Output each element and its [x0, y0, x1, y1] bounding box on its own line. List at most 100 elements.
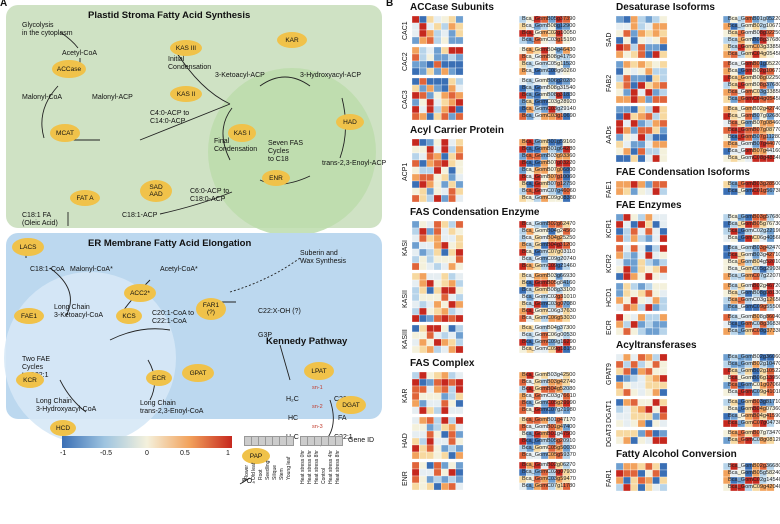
heatmap-cell — [448, 314, 456, 323]
heatmap-cell — [645, 476, 653, 485]
heatmap-gene-id: Bca_GomC07g03110 — [522, 249, 576, 255]
heatmap-group-label: FAR1 — [606, 469, 613, 487]
heatmap-cell — [615, 429, 624, 438]
heatmap-section-title: FAS Condensation Enzyme — [410, 207, 540, 218]
heatmap-gene-id: Bca_GomC03g33850 — [728, 89, 780, 95]
metabolite-sn3: sn-3 — [312, 424, 323, 430]
heatmap-gene-id: Bca_GomB08g12900 — [522, 23, 576, 29]
heatmap-cell — [419, 187, 427, 196]
heatmap-cell — [615, 258, 624, 267]
enzyme-kas1: KAS I — [228, 124, 256, 142]
heatmap-cell — [659, 469, 668, 478]
heatmap-gene-id: Bca_GomC07g21980 — [522, 407, 576, 413]
enzyme-kas2: KAS II — [170, 86, 202, 102]
heatmap-cell — [426, 272, 435, 281]
heatmap-gene-id: Bca_GomC03g10690 — [522, 113, 576, 119]
legend-treatment-label: Heat stress 4hr — [328, 450, 334, 484]
heatmap-cell — [630, 81, 639, 90]
heatmap-gene-id: Bca_GomC03g07080 — [522, 301, 576, 307]
heatmap-cell — [659, 60, 668, 69]
heatmap-cell — [433, 36, 442, 45]
heatmap-cell — [645, 36, 653, 45]
heatmap-cell — [419, 262, 427, 271]
heatmap-cell — [411, 300, 420, 309]
heatmap-cell — [637, 133, 646, 142]
heatmap-cell — [448, 91, 456, 100]
heatmap-cell — [766, 154, 775, 163]
heatmap-group-label: CAC3 — [402, 90, 409, 109]
heatmap-cell — [623, 133, 631, 142]
enzyme-dgat: DGAT — [336, 396, 366, 414]
heatmap-cell — [426, 53, 435, 62]
heatmap-gene-id: Bca_GomC05g29930 — [728, 266, 780, 272]
heatmap-cell — [652, 462, 660, 471]
heatmap-cell — [419, 194, 427, 203]
heatmap-cell — [448, 345, 456, 354]
heatmap-cell — [659, 251, 668, 260]
heatmap-cell — [419, 84, 427, 93]
metabolite-long-keto: Long Chain 3-Ketoacyl-CoA — [54, 304, 104, 319]
heatmap-cell — [623, 429, 631, 438]
heatmap-cell — [637, 15, 646, 24]
heatmap-cell — [455, 314, 464, 323]
heatmap-cell — [623, 320, 631, 329]
heatmap-cell — [652, 227, 660, 236]
heatmap-cell — [637, 95, 646, 104]
heatmap-cell — [433, 338, 442, 347]
heatmap-gene-id: Bca_GomC05g29990 — [522, 400, 576, 406]
heatmap-gene-id: Bca_GomB07g10060 — [522, 174, 576, 180]
heatmap-cell — [455, 98, 464, 107]
heatmap-cell — [652, 374, 660, 383]
heatmap-cell — [645, 419, 653, 428]
heatmap-cell — [448, 36, 456, 45]
heatmap-gene-id: Bca_GomB01g64280 — [522, 146, 576, 152]
heatmap-cell — [411, 145, 420, 154]
heatmap-cell — [448, 15, 456, 24]
metabolite-long-enoyl: Long Chain trans-2,3-Enoyl-CoA — [140, 400, 204, 415]
heatmap-cell — [645, 22, 653, 31]
heatmap-cell — [652, 29, 660, 38]
heatmap-cell — [637, 265, 646, 274]
heatmap-cell — [652, 412, 660, 421]
heatmap-cell — [433, 22, 442, 31]
heatmap-cell — [637, 234, 646, 243]
heatmap-cell — [455, 180, 464, 189]
heatmap-cell — [615, 388, 624, 397]
heatmap-cell — [637, 220, 646, 229]
heatmap-cell — [630, 140, 639, 149]
heatmap-cell — [645, 320, 653, 329]
heatmap-cell — [623, 88, 631, 97]
heatmap-cell — [652, 220, 660, 229]
heatmap-cell — [615, 313, 624, 322]
heatmap-cell — [637, 105, 646, 114]
heatmap-cell — [455, 371, 464, 380]
heatmap-cell — [623, 388, 631, 397]
heatmap-cell — [637, 289, 646, 298]
legend-tissue-label: Seedling — [265, 460, 271, 480]
enzyme-accase: ACCase — [52, 60, 86, 78]
heatmap-cell — [419, 406, 427, 415]
enzyme-pap: PAP — [242, 448, 270, 464]
heatmap-cell — [411, 194, 420, 203]
heatmap-cell — [615, 133, 624, 142]
heatmap-cell — [623, 476, 631, 485]
heatmap-cell — [455, 331, 464, 340]
heatmap-cell — [419, 220, 427, 229]
heatmap-group-label: AADs — [606, 126, 613, 144]
heatmap-cell — [615, 353, 624, 362]
heatmap-cell — [623, 313, 631, 322]
heatmap-cell — [630, 50, 639, 59]
heatmap-cell — [448, 475, 456, 484]
heatmap-cell — [652, 60, 660, 69]
heatmap-cell — [659, 412, 668, 421]
heatmap-cell — [441, 451, 449, 460]
heatmap-cell — [637, 258, 646, 267]
heatmap-cell — [652, 327, 660, 336]
heatmap-cell — [448, 444, 456, 453]
metabolite-suberin: Suberin and Wax Synthesis — [300, 250, 347, 265]
heatmap-cell — [623, 36, 631, 45]
heatmap-section-title: Acyltransferases — [616, 340, 697, 351]
heatmap-gene-id: Bca_GomC03g76610 — [522, 393, 576, 399]
heatmap-cell — [448, 84, 456, 93]
heatmap-cell — [441, 159, 449, 168]
